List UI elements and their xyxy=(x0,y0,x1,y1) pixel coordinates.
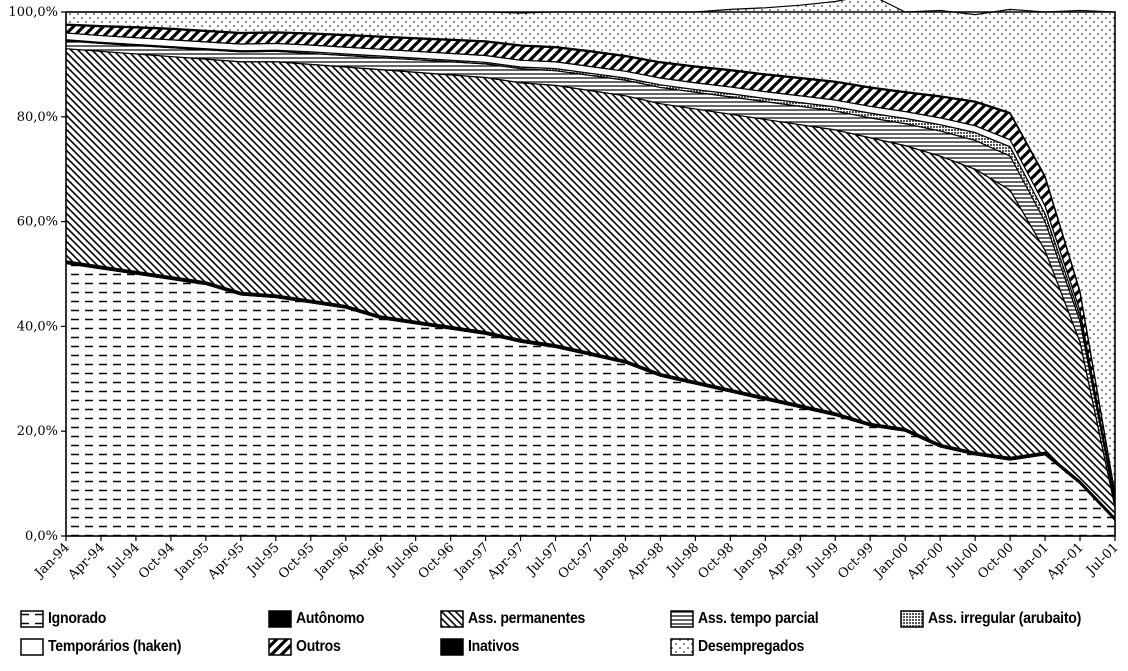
legend-swatch xyxy=(20,610,44,628)
legend-item-desempregados: Desempregados xyxy=(670,636,819,658)
x-tick-label: Jul-01 xyxy=(1082,540,1121,579)
x-tick-label: Jan-00 xyxy=(870,540,912,582)
x-tick-label: Apr-98 xyxy=(624,540,667,583)
legend-label: Autônomo xyxy=(296,610,365,627)
x-tick-label: Apr-00 xyxy=(904,540,947,583)
y-tick-label: 20,0% xyxy=(17,424,58,439)
legend-swatch xyxy=(268,610,292,628)
x-tick-label: Oct-95 xyxy=(276,540,318,582)
x-tick-label: Oct-96 xyxy=(416,540,458,582)
x-tick-label: Jan-01 xyxy=(1010,540,1052,582)
legend-swatch xyxy=(670,610,694,628)
legend-swatch xyxy=(20,638,44,656)
x-tick-label: Oct-00 xyxy=(975,540,1017,582)
x-tick-label: Oct-99 xyxy=(835,540,877,582)
x-tick-label: Jan-99 xyxy=(730,540,772,582)
y-tick-label: 80,0% xyxy=(17,110,58,125)
x-tick-label: Oct-98 xyxy=(695,540,737,582)
legend-item-ass-irregular-arubaito: Ass. irregular (arubaito) xyxy=(900,608,1102,630)
x-tick-label: Apr-97 xyxy=(484,540,527,583)
x-tick-label: Jan-94 xyxy=(31,540,73,582)
legend-label: Desempregados xyxy=(698,638,805,655)
x-tick-label: Jan-96 xyxy=(311,540,353,582)
legend-label: Inativos xyxy=(468,638,520,655)
x-tick-label: Jan-95 xyxy=(171,540,213,582)
x-tick-label: Jan-98 xyxy=(590,540,632,582)
x-tick-label: Apr-95 xyxy=(205,540,248,583)
legend-swatch xyxy=(440,610,464,628)
y-tick-label: 60,0% xyxy=(17,215,58,230)
legend-item-aut-nomo: Autônomo xyxy=(268,608,374,630)
x-tick-label: Jan-97 xyxy=(451,540,493,582)
legend-label: Outros xyxy=(296,638,341,655)
legend-item-ass-permanentes: Ass. permanentes xyxy=(440,608,601,630)
legend-item-ignorado: Ignorado xyxy=(20,608,114,630)
x-tick-label: Apr-96 xyxy=(344,540,387,583)
y-tick-label: 100,0% xyxy=(8,5,58,20)
chart-area: 0,0% 20,0% 40,0% 60,0% 80,0% 100,0% Jan-94 Apr-… xyxy=(8,0,1122,583)
chart-legend: Ignorado Autônomo Ass. permanentes Ass. tem… xyxy=(0,608,1128,668)
x-tick-label: Apr-99 xyxy=(764,540,807,583)
x-tick-label: Apr-01 xyxy=(1044,540,1087,583)
legend-item-ass-tempo-parcial: Ass. tempo parcial xyxy=(670,608,835,630)
legend-swatch xyxy=(670,638,694,656)
legend-label: Ass. tempo parcial xyxy=(698,610,819,627)
y-tick-label: 0,0% xyxy=(25,529,58,544)
legend-label: Ass. permanentes xyxy=(468,610,586,627)
stacked-area-chart: 0,0%20,0%40,0%60,0%80,0%100,0%Jan-94Apr-… xyxy=(8,0,1122,583)
legend-label: Temporários (haken) xyxy=(48,638,182,655)
legend-swatch xyxy=(900,610,924,628)
x-tick-label: Oct-94 xyxy=(136,540,178,582)
legend-item-tempor-rios-haken: Temporários (haken) xyxy=(20,636,199,658)
legend-swatch xyxy=(440,638,464,656)
legend-swatch xyxy=(268,638,292,656)
legend-label: Ignorado xyxy=(48,610,107,627)
x-tick-label: Oct-97 xyxy=(556,540,598,582)
legend-item-inativos: Inativos xyxy=(440,636,526,658)
legend-item-outros: Outros xyxy=(268,636,347,658)
x-tick-label: Apr-94 xyxy=(65,540,108,583)
y-tick-label: 40,0% xyxy=(17,319,58,334)
legend-label: Ass. irregular (arubaito) xyxy=(928,610,1082,627)
